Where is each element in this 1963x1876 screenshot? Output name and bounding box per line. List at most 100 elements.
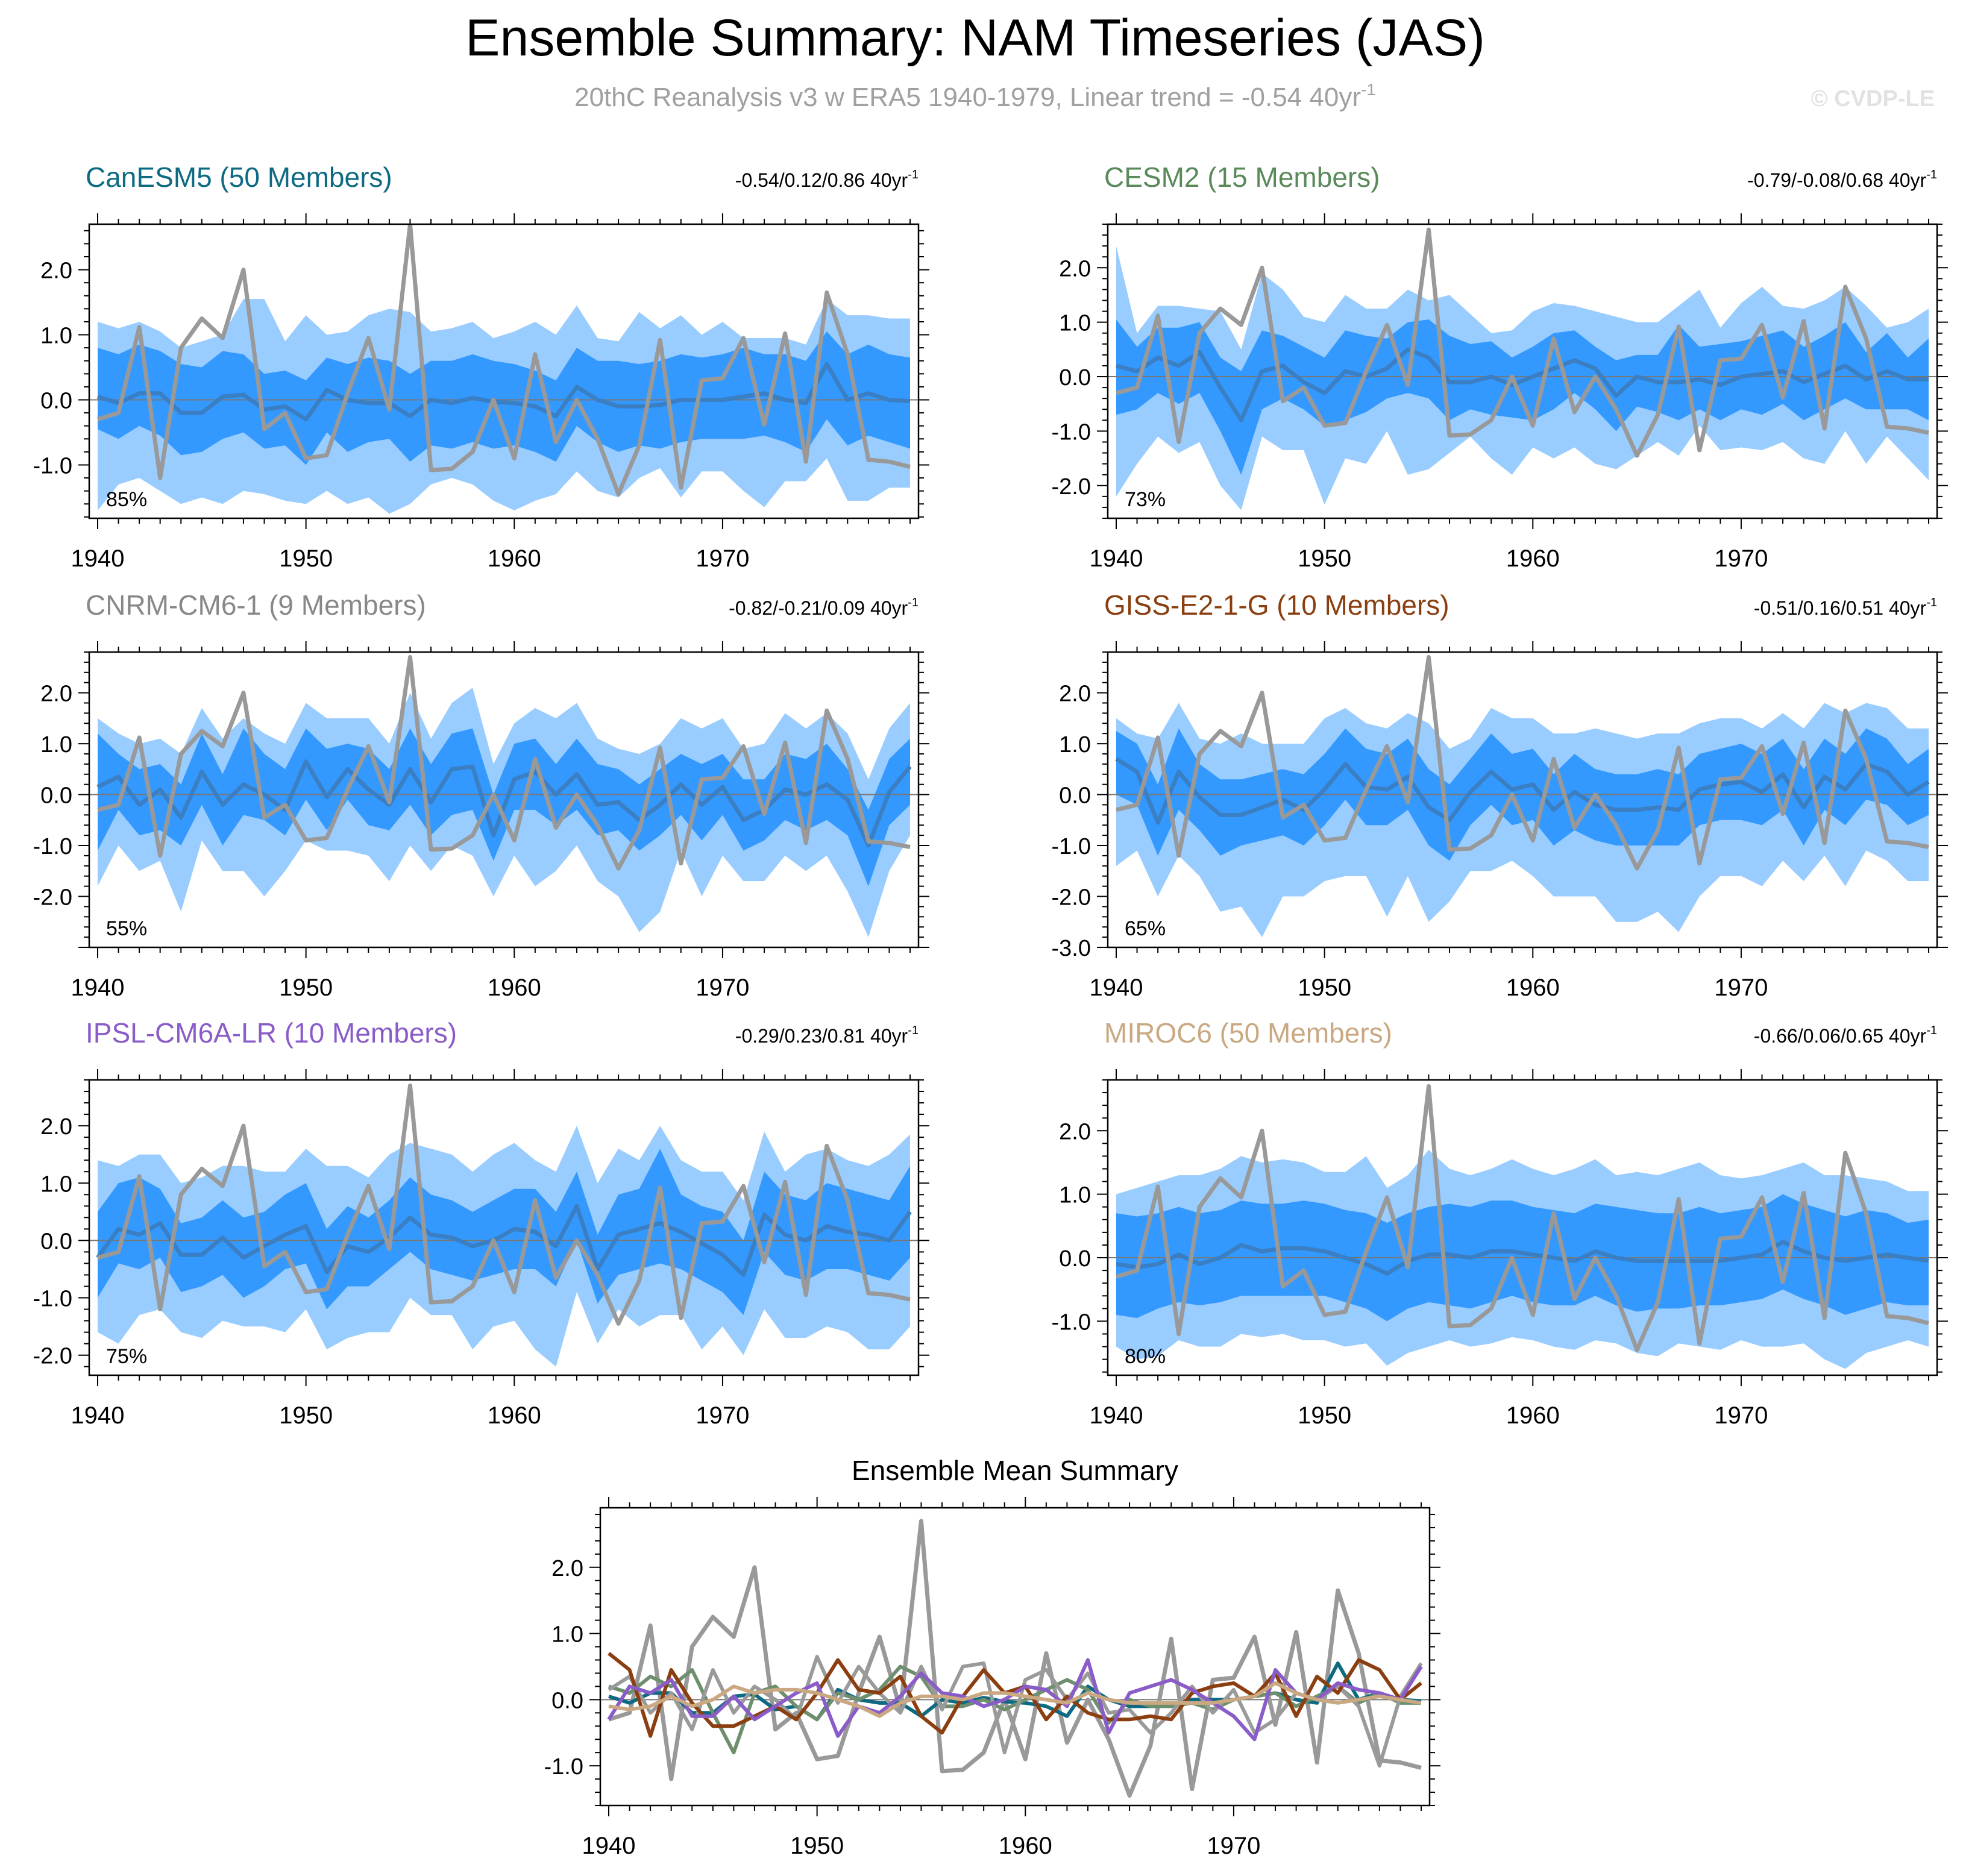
x-tick-label: 1970 xyxy=(696,974,749,1001)
plot-area xyxy=(600,1519,1430,1798)
y-tick-label: -1.0 xyxy=(33,1287,72,1312)
x-tick-label: 1970 xyxy=(696,545,749,572)
plot-area xyxy=(89,224,919,514)
x-tick-label: 1970 xyxy=(1714,545,1768,572)
observations-line xyxy=(97,1084,911,1326)
series-line-miroc6 xyxy=(608,1681,1422,1718)
trend-unit: 40yr xyxy=(1889,169,1927,191)
y-tick-label: 2.0 xyxy=(1059,1119,1091,1144)
x-tick-label: 1960 xyxy=(488,974,541,1001)
panel-title: MIROC6 (50 Members) xyxy=(1104,1017,1392,1049)
panel-title: Ensemble Mean Summary xyxy=(852,1455,1178,1486)
trend-range-values: -0.29/0.23/0.81 xyxy=(735,1025,865,1047)
x-tick-label: 1940 xyxy=(1090,1402,1143,1429)
ensemble-mean-line xyxy=(1115,757,1930,825)
percent-label: 75% xyxy=(106,1345,147,1368)
y-tick-label: 0.0 xyxy=(551,1688,583,1713)
trend-range-values: -0.51/0.16/0.51 xyxy=(1754,597,1883,619)
figure-title: Ensemble Summary: NAM Timeseries (JAS) xyxy=(465,9,1485,67)
y-tick-label: -1.0 xyxy=(544,1754,583,1780)
trend-unit-sup: -1 xyxy=(908,1024,919,1037)
y-tick-label: 2.0 xyxy=(1059,256,1091,281)
plot-area xyxy=(89,654,919,938)
y-tick-label: 1.0 xyxy=(40,324,72,349)
plot-frame xyxy=(1107,1079,1938,1376)
panel-title: CESM2 (15 Members) xyxy=(1104,162,1380,193)
plot-area xyxy=(1108,1084,1937,1369)
x-tick-label: 1950 xyxy=(1298,545,1351,572)
trend-range-values: -0.66/0.06/0.65 xyxy=(1754,1025,1883,1047)
trend-unit: 40yr xyxy=(1889,1025,1927,1047)
percent-label: 73% xyxy=(1125,488,1166,511)
percent-label: 55% xyxy=(106,917,147,940)
panel-1: 1940 1950 1960 1970 2.0 1.0 0.0 -1.0 CanESM5 (50… xyxy=(33,162,929,572)
x-tick-label: 1960 xyxy=(1506,1402,1560,1429)
trend-unit: 40yr xyxy=(870,597,908,619)
x-tick-label: 1950 xyxy=(279,1402,333,1429)
x-tick-label: 1960 xyxy=(1506,545,1560,572)
series-line-giss-e2-1-g xyxy=(608,1652,1422,1738)
trend-range-label: -0.82/-0.21/0.09 40yr-1 xyxy=(729,596,919,619)
trend-range-label: -0.29/0.23/0.81 40yr-1 xyxy=(735,1024,919,1047)
trend-range-label: -0.66/0.06/0.65 40yr-1 xyxy=(1754,1024,1937,1047)
y-tick-label: 0.0 xyxy=(1059,365,1091,391)
plot-frame xyxy=(88,1079,920,1376)
percent-label: 80% xyxy=(1125,1345,1166,1368)
y-tick-label: 0.0 xyxy=(40,389,72,414)
y-tick-label: -1.0 xyxy=(33,834,72,859)
figure-subtitle: 20thC Reanalysis v3 w ERA5 1940-1979, Li… xyxy=(574,80,1376,112)
observations-line xyxy=(1116,227,1929,458)
plot-area xyxy=(1108,227,1937,510)
trend-range-space xyxy=(865,597,870,619)
y-tick-label: -2.0 xyxy=(33,1344,72,1369)
observations-line xyxy=(1116,654,1929,871)
x-tick-label: 1970 xyxy=(696,1402,749,1429)
x-tick-label: 1970 xyxy=(1714,1402,1768,1429)
observations-line xyxy=(1115,1084,1929,1352)
trend-unit-sup: -1 xyxy=(1926,168,1937,181)
subtitle-sup: -1 xyxy=(1361,80,1376,99)
panel-4: 1940 1950 1960 1970 2.0 1.0 0.0 -1.0 -2.0 -3.0 GIS… xyxy=(1052,589,1948,1001)
x-tick-label: 1970 xyxy=(1207,1833,1260,1859)
percent-label: 65% xyxy=(1125,917,1166,940)
y-tick-label: 2.0 xyxy=(1059,682,1091,707)
y-tick-label: -1.0 xyxy=(1052,419,1091,445)
x-tick-label: 1970 xyxy=(1714,974,1768,1001)
observations-line xyxy=(96,224,911,497)
panel-title: CanESM5 (50 Members) xyxy=(86,162,392,193)
x-tick-label: 1950 xyxy=(1298,974,1351,1001)
plot-frame xyxy=(1107,651,1938,949)
plot-frame xyxy=(1107,223,1938,519)
x-tick-label: 1940 xyxy=(1090,545,1143,572)
trend-range-values: -0.54/0.12/0.86 xyxy=(735,169,865,191)
x-tick-label: 1960 xyxy=(999,1833,1052,1859)
ensemble-mean-line xyxy=(1116,347,1929,422)
y-tick-label: 1.0 xyxy=(1059,1183,1091,1208)
x-tick-label: 1940 xyxy=(71,974,125,1001)
panel-2: 1940 1950 1960 1970 2.0 1.0 0.0 -1.0 -2.0 CESM2 (… xyxy=(1052,162,1948,572)
trend-range-space xyxy=(1883,597,1889,619)
observations-line xyxy=(608,1519,1422,1798)
trend-range-space xyxy=(1883,1025,1889,1047)
y-tick-label: -3.0 xyxy=(1052,936,1091,961)
copyright-label: © CVDP-LE xyxy=(1811,86,1935,111)
observations-line xyxy=(97,654,911,871)
y-tick-label: -2.0 xyxy=(1052,885,1091,911)
y-tick-label: 1.0 xyxy=(1059,311,1091,336)
trend-unit: 40yr xyxy=(1889,597,1927,619)
trend-unit-sup: -1 xyxy=(908,168,919,181)
y-tick-label: 2.0 xyxy=(40,682,72,707)
y-tick-label: -1.0 xyxy=(33,453,72,478)
trend-range-space xyxy=(865,1025,870,1047)
trend-range-space xyxy=(1883,169,1889,191)
series-line-cnrm-cm6-1 xyxy=(608,1655,1423,1768)
y-tick-label: 1.0 xyxy=(40,732,72,758)
plot-frame xyxy=(88,651,920,949)
trend-unit-sup: -1 xyxy=(1926,596,1937,609)
panels: 1940 1950 1960 1970 2.0 1.0 0.0 -1.0 CanESM5 (50… xyxy=(33,162,1948,1859)
trend-range-label: -0.54/0.12/0.86 40yr-1 xyxy=(735,168,919,191)
trend-range-label: -0.51/0.16/0.51 40yr-1 xyxy=(1754,596,1937,619)
plot-frame xyxy=(599,1507,1431,1807)
percent-label: 85% xyxy=(106,488,147,511)
